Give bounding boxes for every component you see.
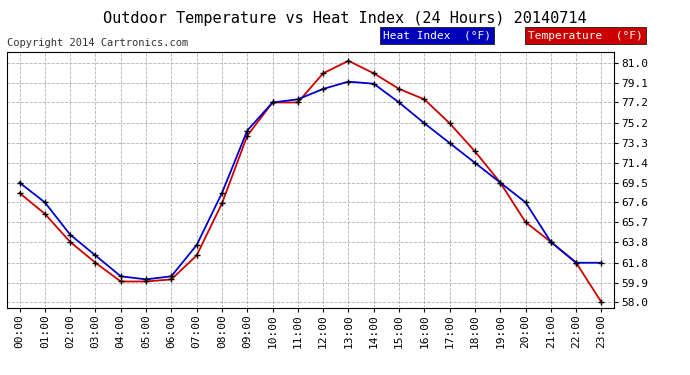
- Text: Outdoor Temperature vs Heat Index (24 Hours) 20140714: Outdoor Temperature vs Heat Index (24 Ho…: [104, 11, 586, 26]
- Text: Copyright 2014 Cartronics.com: Copyright 2014 Cartronics.com: [7, 38, 188, 48]
- Text: Heat Index  (°F): Heat Index (°F): [383, 31, 491, 40]
- Text: Temperature  (°F): Temperature (°F): [528, 31, 642, 40]
